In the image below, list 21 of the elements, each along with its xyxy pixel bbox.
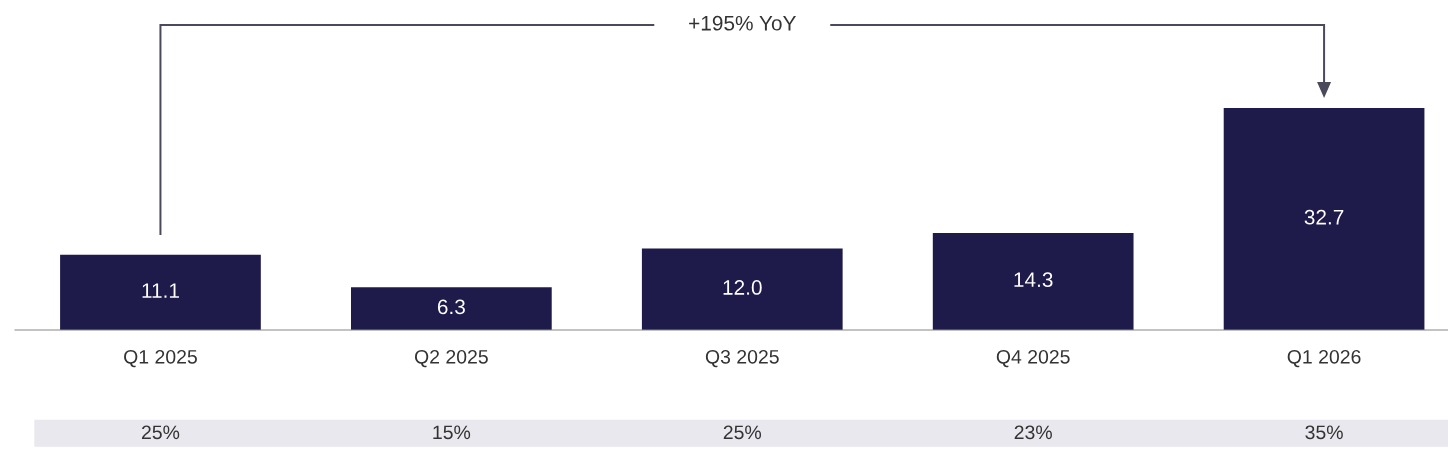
text: 35%: [1305, 425, 1343, 440]
data-label: 12.0: [723, 280, 762, 295]
data-label: 11.1: [142, 283, 179, 298]
text: +195% YoY: [689, 15, 796, 31]
bar: [641, 248, 843, 330]
x-tick-label: Q2 2025: [414, 349, 488, 368]
bar: [1223, 108, 1425, 330]
bar: [932, 232, 1134, 330]
text: 25%: [141, 425, 180, 440]
x-tick-label: Q4 2025: [996, 349, 1070, 368]
x-tick-label: Q1 2025: [124, 349, 197, 368]
text: 15%: [433, 425, 471, 440]
x-tick-label: Q1 2026: [1287, 349, 1361, 368]
bar: [60, 254, 261, 330]
bar: [351, 287, 552, 330]
data-label: 6.3: [437, 299, 465, 315]
text: 23%: [1014, 425, 1052, 440]
data-label: 14.3: [1014, 272, 1053, 288]
text: 25%: [723, 425, 762, 440]
data-label: 32.7: [1304, 209, 1344, 225]
x-tick-label: Q3 2025: [705, 349, 779, 368]
